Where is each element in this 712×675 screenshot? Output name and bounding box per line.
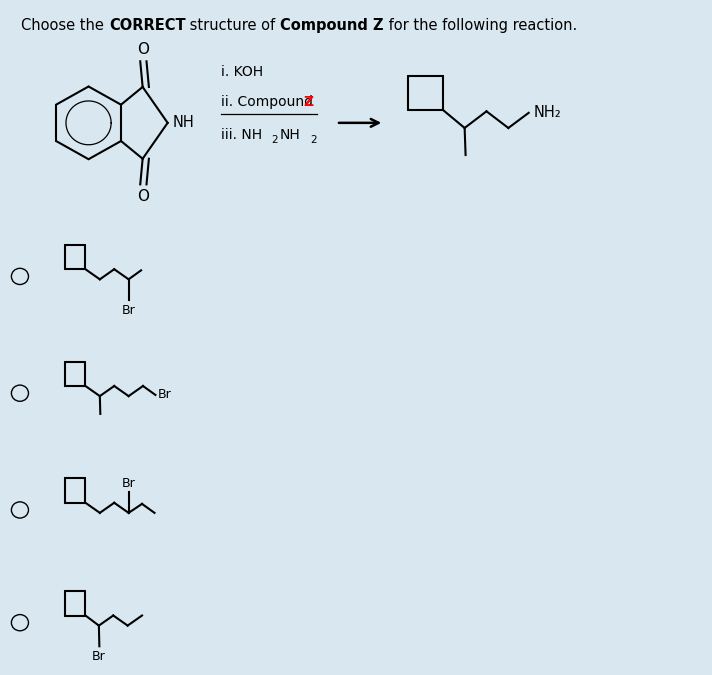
Text: Br: Br (158, 389, 172, 402)
Text: ii. Compound: ii. Compound (221, 95, 317, 109)
Text: O: O (137, 189, 150, 204)
Text: CORRECT: CORRECT (109, 18, 186, 32)
Text: structure of: structure of (186, 18, 281, 32)
Text: iii. NH: iii. NH (221, 128, 262, 142)
Text: NH: NH (279, 128, 300, 142)
Text: 2: 2 (271, 135, 278, 145)
Text: Br: Br (122, 477, 135, 490)
Text: Br: Br (122, 304, 135, 317)
Text: Choose the: Choose the (21, 18, 109, 32)
Text: Compound Z: Compound Z (281, 18, 384, 32)
Text: 2: 2 (310, 135, 318, 145)
Text: i. KOH: i. KOH (221, 65, 263, 78)
Text: NH: NH (172, 115, 194, 130)
Text: Z: Z (303, 95, 313, 109)
Text: NH₂: NH₂ (533, 105, 561, 120)
Text: for the following reaction.: for the following reaction. (384, 18, 577, 32)
Text: O: O (137, 42, 150, 57)
Text: Br: Br (92, 650, 106, 663)
